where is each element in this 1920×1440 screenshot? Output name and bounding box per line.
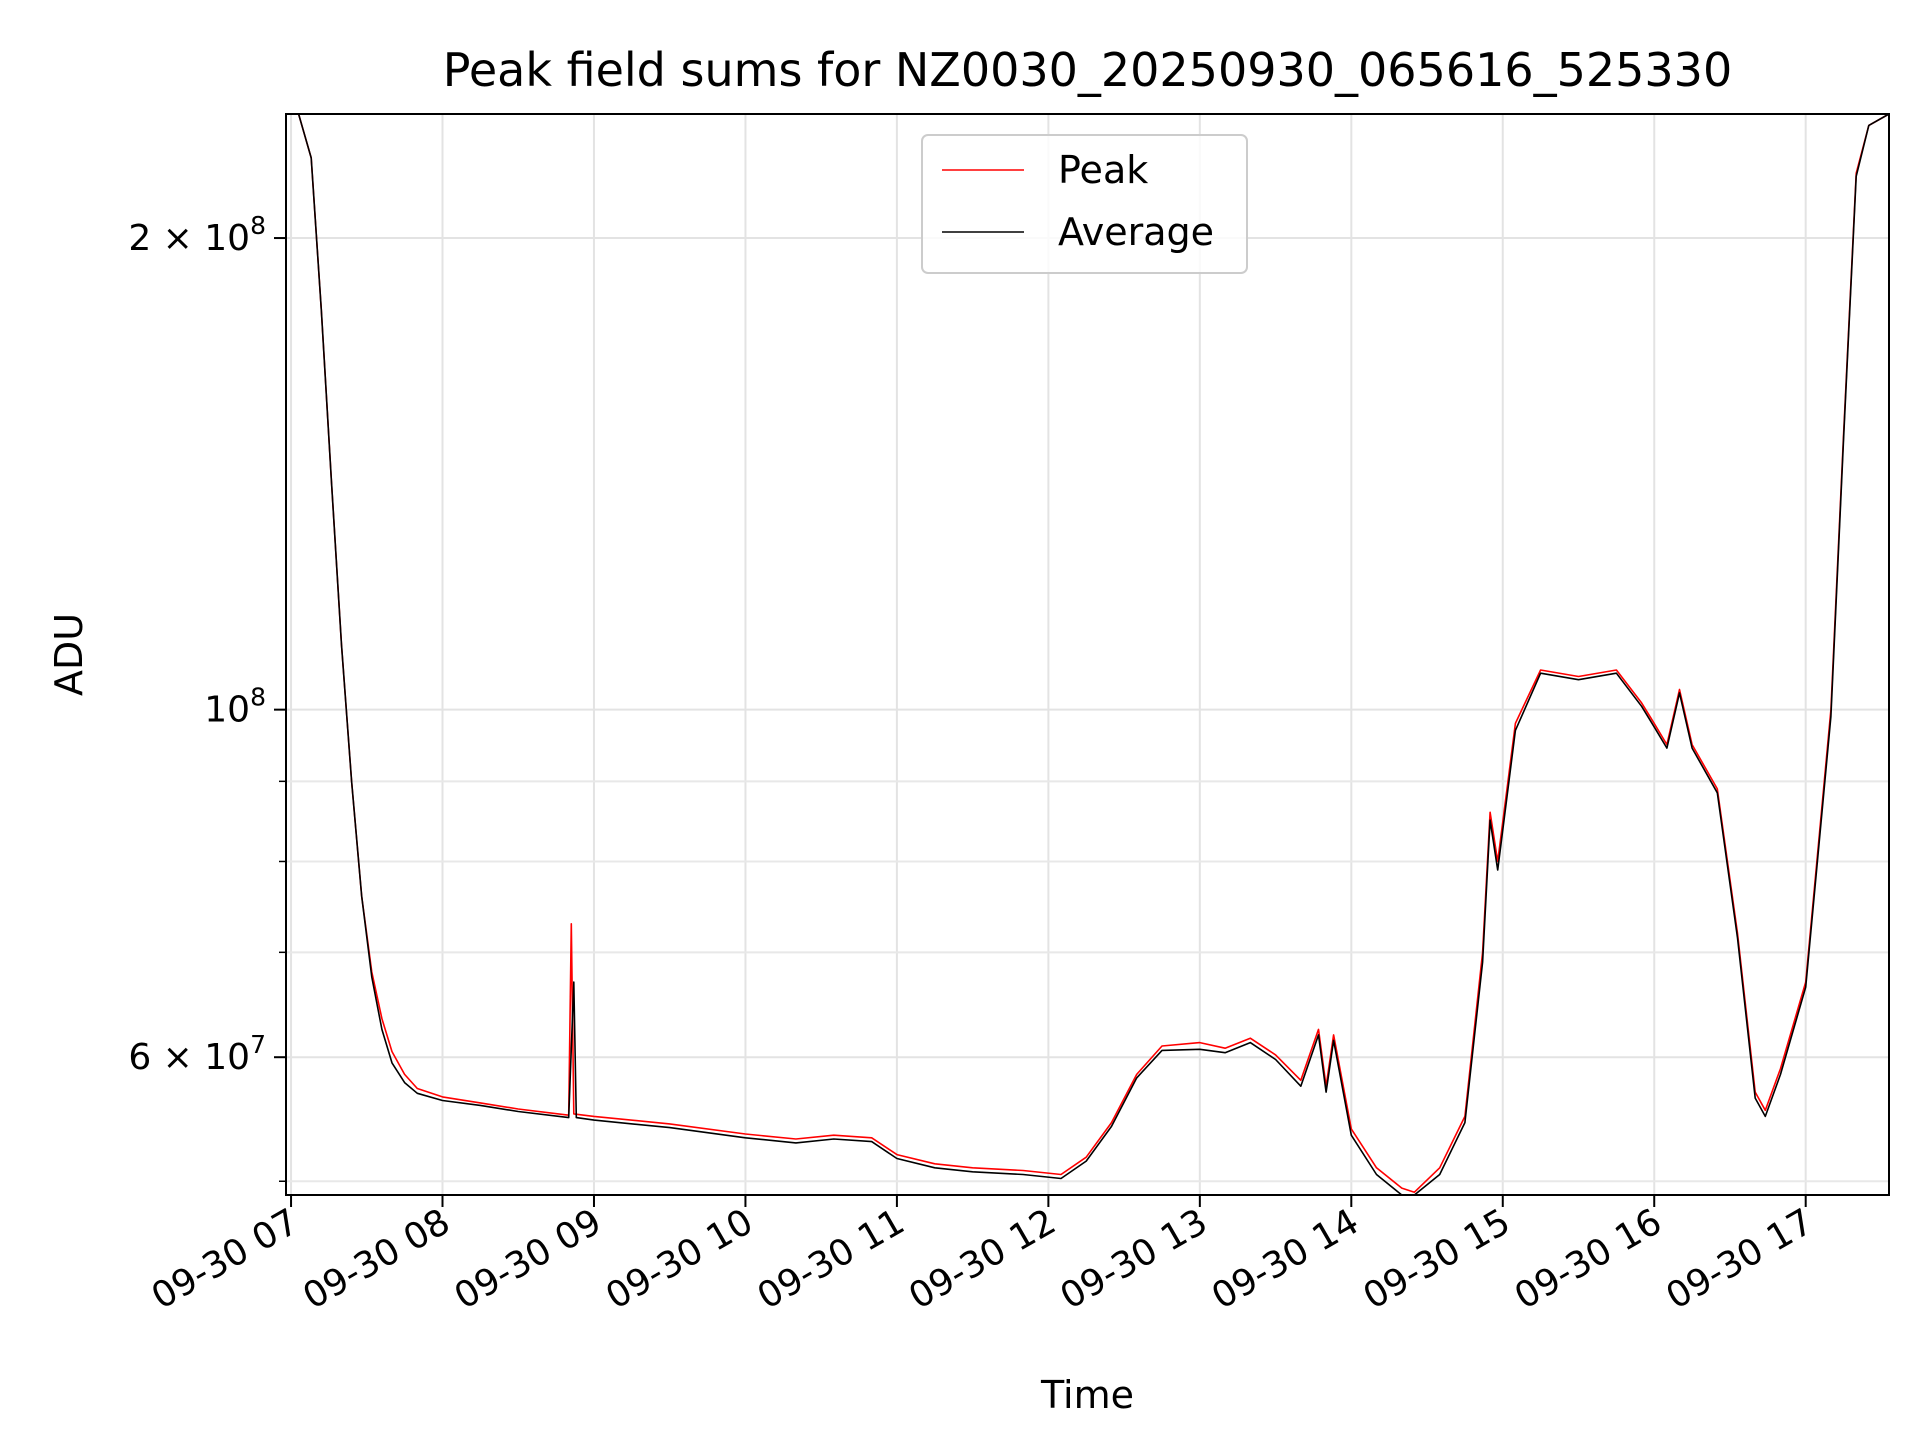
x-axis-label: Time <box>1040 1373 1134 1417</box>
legend-label-peak: Peak <box>1058 148 1148 192</box>
legend: Peak Average <box>921 134 1248 274</box>
plot-frame <box>285 113 1890 1196</box>
y-tick-label: 2 × 108 <box>128 211 266 259</box>
y-axis-label: ADU <box>47 613 91 696</box>
series-layer <box>286 113 1890 1196</box>
y-tick-layer: 6 × 107 108 2 × 108 <box>128 211 286 1183</box>
chart-title: Peak field sums for NZ0030_20250930_0656… <box>443 43 1732 97</box>
legend-label-average: Average <box>1058 210 1214 254</box>
y-tick-label: 6 × 107 <box>128 1030 266 1078</box>
y-tick-label: 108 <box>204 683 266 731</box>
series-line-average <box>286 113 1890 1196</box>
